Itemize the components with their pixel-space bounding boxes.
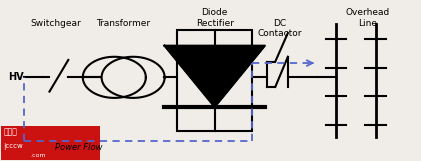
Bar (177, 30, 252, 131)
Text: Switchgear: Switchgear (30, 19, 81, 28)
Text: 巨车网: 巨车网 (3, 128, 17, 137)
Polygon shape (165, 46, 265, 107)
Bar (1, 126, 100, 160)
Text: HV: HV (8, 72, 23, 82)
Text: DC
Contactor: DC Contactor (257, 19, 302, 38)
Text: .com: .com (31, 153, 46, 158)
Text: |cccw: |cccw (3, 143, 23, 150)
Text: Overhead
Line: Overhead Line (345, 8, 389, 28)
Text: Transformer: Transformer (96, 19, 150, 28)
Text: Diode
Rectifier: Diode Rectifier (196, 8, 234, 28)
Text: Power Flow: Power Flow (55, 143, 102, 152)
